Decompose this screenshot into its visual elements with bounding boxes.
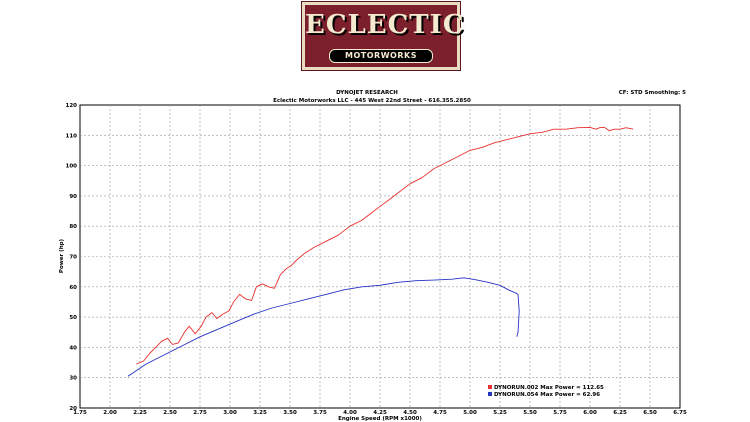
x-tick-label: 5.00 [463, 410, 477, 416]
legend-entry: DYNORUN.054 Max Power = 62.96 [494, 392, 600, 398]
y-tick-label: 80 [69, 224, 77, 230]
x-tick-label: 2.75 [193, 410, 207, 416]
x-tick-label: 3.75 [313, 410, 327, 416]
legend-swatch [488, 392, 492, 396]
y-tick-label: 70 [69, 255, 77, 261]
eclectic-motorworks-logo: ECLECTIC MOTORWORKS [302, 2, 465, 70]
x-tick-label: 4.00 [343, 410, 357, 416]
y-tick-label: 110 [66, 133, 78, 139]
y-axis-label: Power (hp) [59, 238, 65, 273]
x-tick-label: 1.75 [73, 410, 87, 416]
y-tick-label: 90 [69, 194, 77, 200]
series-line-2 [127, 277, 520, 377]
x-tick-label: 4.75 [433, 410, 447, 416]
x-tick-label: 5.75 [553, 410, 567, 416]
x-tick-label: 6.75 [673, 410, 687, 416]
series-group [127, 126, 634, 377]
legend-swatch [488, 385, 492, 389]
x-tick-labels: 1.75 2.00 2.25 2.50 2.75 3.00 3.25 3.50 3.75 4.00… [73, 410, 687, 416]
x-axis-label: Engine Speed (RPM x1000) [338, 416, 422, 422]
x-tick-label: 6.25 [613, 410, 627, 416]
legend: DYNORUN.002 Max Power = 112.65DYNORUN.05… [488, 385, 604, 398]
logo-title: ECLECTIC [305, 10, 465, 40]
x-tick-label: 4.50 [403, 410, 417, 416]
y-tick-labels: 20 30 40 50 60 70 80 90 100 110 120 [66, 103, 78, 412]
x-tick-label: 4.25 [373, 410, 387, 416]
x-tick-label: 6.50 [643, 410, 657, 416]
x-tick-label: 3.00 [223, 410, 237, 416]
x-tick-label: 3.25 [253, 410, 267, 416]
chart-settings: CF: STD Smoothing: 5 [619, 90, 686, 96]
x-tick-label: 5.25 [493, 410, 507, 416]
chart-header-company: Eclectic Motorworks LLC - 445 West 22nd … [273, 98, 471, 104]
logo-subtitle: MOTORWORKS [329, 49, 433, 63]
x-tick-label: 2.25 [133, 410, 147, 416]
y-tick-label: 60 [69, 285, 77, 291]
y-tick-label: 100 [66, 164, 78, 170]
y-tick-label: 20 [69, 406, 77, 412]
y-tick-label: 40 [69, 345, 77, 351]
legend-entry: DYNORUN.002 Max Power = 112.65 [494, 385, 604, 391]
y-tick-label: 30 [69, 376, 77, 382]
x-tick-label: 2.00 [103, 410, 117, 416]
y-tick-label: 120 [66, 103, 78, 109]
x-tick-label: 5.50 [523, 410, 537, 416]
chart-header-title: DYNOJET RESEARCH [336, 90, 398, 96]
y-tick-label: 50 [69, 315, 77, 321]
series-line-1 [136, 126, 634, 365]
x-tick-label: 6.00 [583, 410, 597, 416]
grid-lines [80, 105, 680, 408]
x-tick-label: 2.50 [163, 410, 177, 416]
x-tick-label: 3.50 [283, 410, 297, 416]
